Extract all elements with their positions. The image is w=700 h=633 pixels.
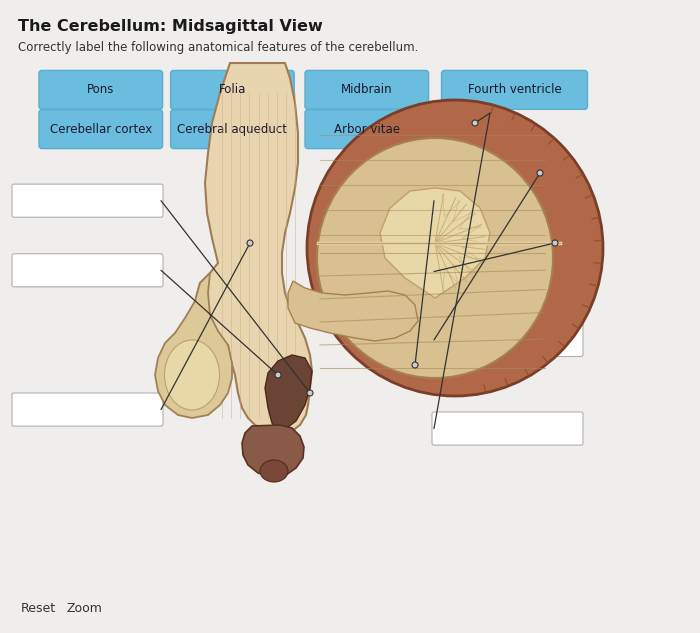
Text: Fourth ventricle: Fourth ventricle — [468, 84, 561, 96]
Circle shape — [472, 120, 478, 126]
Ellipse shape — [260, 460, 288, 482]
Text: The Cerebellum: Midsagittal View: The Cerebellum: Midsagittal View — [18, 19, 322, 34]
Text: Reset: Reset — [21, 602, 56, 615]
FancyBboxPatch shape — [12, 254, 163, 287]
Circle shape — [537, 170, 543, 176]
Text: Correctly label the following anatomical features of the cerebellum.: Correctly label the following anatomical… — [18, 41, 418, 54]
Polygon shape — [155, 273, 232, 418]
FancyBboxPatch shape — [432, 323, 583, 356]
Circle shape — [275, 372, 281, 378]
FancyBboxPatch shape — [305, 110, 428, 149]
Text: Arbor vitae: Arbor vitae — [334, 123, 400, 135]
Circle shape — [307, 390, 313, 396]
Text: Cerebellar cortex: Cerebellar cortex — [50, 123, 152, 135]
Polygon shape — [265, 355, 312, 433]
Polygon shape — [380, 188, 490, 298]
FancyBboxPatch shape — [432, 255, 583, 288]
Text: Zoom: Zoom — [66, 602, 102, 615]
FancyBboxPatch shape — [305, 70, 428, 110]
Ellipse shape — [307, 100, 603, 396]
Circle shape — [412, 362, 418, 368]
Polygon shape — [288, 281, 418, 341]
FancyBboxPatch shape — [12, 393, 163, 426]
FancyBboxPatch shape — [12, 184, 163, 217]
FancyBboxPatch shape — [39, 110, 162, 149]
Circle shape — [552, 240, 558, 246]
FancyBboxPatch shape — [442, 70, 587, 110]
Ellipse shape — [164, 340, 220, 410]
Ellipse shape — [317, 138, 553, 378]
Text: Cerebral aqueduct: Cerebral aqueduct — [177, 123, 288, 135]
FancyBboxPatch shape — [39, 70, 162, 110]
Polygon shape — [196, 63, 312, 433]
Text: Folia: Folia — [218, 84, 246, 96]
FancyBboxPatch shape — [171, 110, 294, 149]
Polygon shape — [242, 425, 304, 477]
Text: Pons: Pons — [87, 84, 115, 96]
FancyBboxPatch shape — [432, 184, 583, 217]
Circle shape — [247, 240, 253, 246]
FancyBboxPatch shape — [432, 412, 583, 445]
Text: Midbrain: Midbrain — [341, 84, 393, 96]
FancyBboxPatch shape — [171, 70, 294, 110]
